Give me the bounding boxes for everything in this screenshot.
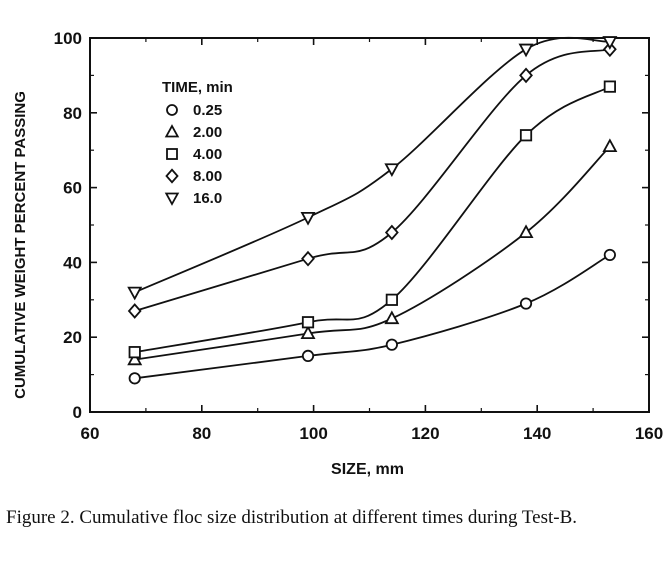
point-16.0-153 — [602, 36, 618, 50]
axis-labels: 60 80 100 120 140 160 0 20 40 60 80 100 SIZE, mm CUMU… — [12, 29, 663, 478]
point-16.0-99 — [300, 211, 316, 226]
point-0.25-99 — [301, 349, 315, 362]
legend-title: TIME, min — [162, 79, 233, 96]
curve-series-16.0 — [134, 36, 610, 294]
point-2.00-138 — [518, 224, 534, 239]
x-tick-label-80: 80 — [192, 424, 211, 443]
point-4.00-68 — [128, 346, 141, 359]
legend-marker-8.00 — [165, 168, 179, 184]
data-markers — [127, 36, 618, 385]
point-4.00-99 — [301, 316, 315, 329]
y-tick-label-100: 100 — [54, 29, 82, 48]
point-2.00-114 — [384, 310, 400, 325]
point-16.0-114 — [384, 163, 400, 178]
point-4.00-138 — [519, 129, 533, 142]
point-16.0-68 — [127, 286, 143, 301]
legend-label-8.00: 8.00 — [193, 168, 222, 185]
point-0.25-138 — [519, 297, 533, 310]
point-8.00-114 — [384, 224, 399, 241]
x-tick-label-160: 160 — [635, 424, 663, 443]
legend-marker-2.00 — [164, 124, 180, 138]
legend-marker-4.00 — [166, 148, 178, 160]
figure-caption: Figure 2. Cumulative floc size distribut… — [6, 507, 578, 528]
point-4.00-153 — [603, 80, 616, 93]
x-tick-label-120: 120 — [411, 424, 439, 443]
point-8.00-99 — [301, 250, 315, 267]
point-0.25-153 — [603, 248, 616, 262]
legend-marker-16.0 — [164, 192, 180, 206]
y-tick-label-40: 40 — [63, 253, 82, 272]
point-2.00-153 — [602, 138, 618, 153]
point-0.25-114 — [385, 338, 398, 351]
point-2.00-99 — [300, 325, 316, 340]
y-tick-label-0: 0 — [73, 403, 82, 422]
legend-label-2.00: 2.00 — [193, 124, 222, 141]
chart: 60 80 100 120 140 160 0 20 40 60 80 100 SIZE, mm CUMU… — [12, 29, 663, 478]
point-4.00-114 — [385, 293, 398, 306]
x-tick-label-140: 140 — [523, 424, 551, 443]
point-2.00-68 — [127, 351, 143, 366]
y-axis-title: CUMULATIVE WEIGHT PERCENT PASSING — [12, 91, 29, 399]
curve-series-0.25 — [134, 254, 611, 380]
legend-label-16.0: 16.0 — [193, 190, 222, 207]
legend-label-4.00: 4.00 — [193, 146, 222, 163]
legend-marker-0.25 — [166, 104, 178, 116]
point-16.0-138 — [518, 43, 534, 58]
point-0.25-68 — [128, 372, 141, 385]
legend-label-0.25: 0.25 — [193, 102, 222, 119]
legend: TIME, min 0.25 2.00 4.00 8.00 16.0 — [162, 79, 233, 207]
x-axis-title: SIZE, mm — [331, 461, 404, 478]
y-tick-label-20: 20 — [63, 328, 82, 347]
x-tick-label-100: 100 — [299, 424, 327, 443]
y-tick-label-80: 80 — [63, 104, 82, 123]
point-8.00-68 — [127, 303, 142, 319]
point-8.00-138 — [519, 67, 533, 84]
x-tick-label-60: 60 — [81, 424, 100, 443]
y-tick-label-60: 60 — [63, 179, 82, 198]
